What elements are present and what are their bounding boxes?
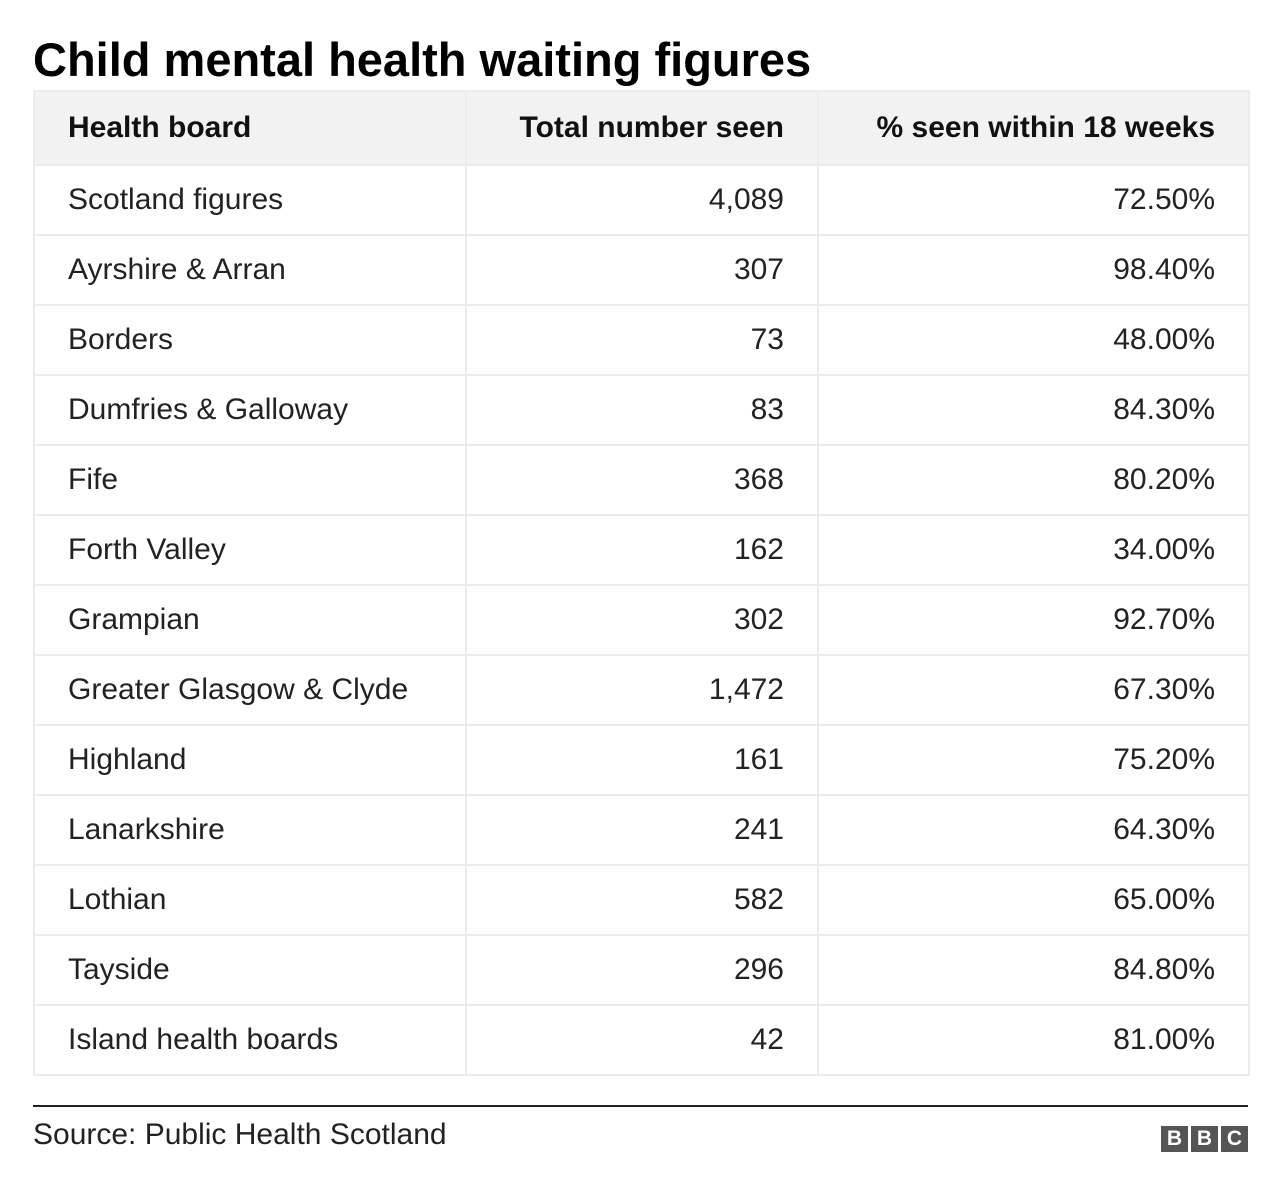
row-health-board-cell: Scotland figures [33,164,467,236]
row-total-seen-cell: 4,089 [465,164,819,236]
table-row: Dumfries & Galloway 83 84.30% [33,374,1250,446]
column-header-total-seen: Total number seen [465,90,819,166]
table-row: Ayrshire & Arran 307 98.40% [33,234,1250,306]
row-health-board-cell: Forth Valley [33,514,467,586]
column-header-percent-seen: % seen within 18 weeks [817,90,1250,166]
table-row: Fife 368 80.20% [33,444,1250,516]
row-health-board-cell: Tayside [33,934,467,1006]
row-total-seen-cell: 296 [465,934,819,1006]
row-health-board-cell: Greater Glasgow & Clyde [33,654,467,726]
row-health-board-cell: Borders [33,304,467,376]
data-table: Health board Total number seen % seen wi… [33,90,1250,1076]
table-row: Scotland figures 4,089 72.50% [33,164,1250,236]
table-row: Highland 161 75.20% [33,724,1250,796]
row-total-seen-cell: 73 [465,304,819,376]
row-percent-seen-cell: 64.30% [817,794,1250,866]
chart-title: Child mental health waiting figures [33,33,812,86]
row-total-seen-cell: 161 [465,724,819,796]
table-row: Tayside 296 84.80% [33,934,1250,1006]
row-health-board-cell: Ayrshire & Arran [33,234,467,306]
row-percent-seen-cell: 84.30% [817,374,1250,446]
row-percent-seen-cell: 75.20% [817,724,1250,796]
row-percent-seen-cell: 92.70% [817,584,1250,656]
row-total-seen-cell: 241 [465,794,819,866]
logo-letter: B [1191,1126,1218,1152]
table-row: Lanarkshire 241 64.30% [33,794,1250,866]
row-total-seen-cell: 1,472 [465,654,819,726]
chart-container: Child mental health waiting figures Heal… [33,30,1250,1152]
table-row: Lothian 582 65.00% [33,864,1250,936]
row-health-board-cell: Grampian [33,584,467,656]
source-note: Source: Public Health Scotland [33,1118,447,1151]
bbc-logo: B B C [1161,1126,1248,1152]
row-percent-seen-cell: 34.00% [817,514,1250,586]
row-total-seen-cell: 582 [465,864,819,936]
table-row: Forth Valley 162 34.00% [33,514,1250,586]
row-total-seen-cell: 42 [465,1004,819,1076]
logo-letter: B [1161,1126,1188,1152]
row-percent-seen-cell: 81.00% [817,1004,1250,1076]
row-health-board-cell: Fife [33,444,467,516]
row-total-seen-cell: 162 [465,514,819,586]
row-total-seen-cell: 307 [465,234,819,306]
row-health-board-cell: Lothian [33,864,467,936]
logo-letter: C [1221,1126,1248,1152]
table-row: Island health boards 42 81.00% [33,1004,1250,1076]
row-percent-seen-cell: 67.30% [817,654,1250,726]
table-body: Scotland figures 4,089 72.50% Ayrshire & Ar… [33,164,1250,1076]
row-total-seen-cell: 83 [465,374,819,446]
row-total-seen-cell: 302 [465,584,819,656]
table-row: Greater Glasgow & Clyde 1,472 67.30% [33,654,1250,726]
table-row: Borders 73 48.00% [33,304,1250,376]
row-health-board-cell: Lanarkshire [33,794,467,866]
row-percent-seen-cell: 48.00% [817,304,1250,376]
row-percent-seen-cell: 65.00% [817,864,1250,936]
footer-divider [33,1105,1248,1107]
row-total-seen-cell: 368 [465,444,819,516]
row-percent-seen-cell: 84.80% [817,934,1250,1006]
row-percent-seen-cell: 98.40% [817,234,1250,306]
row-health-board-cell: Dumfries & Galloway [33,374,467,446]
table-row: Grampian 302 92.70% [33,584,1250,656]
row-health-board-cell: Island health boards [33,1004,467,1076]
row-percent-seen-cell: 80.20% [817,444,1250,516]
row-percent-seen-cell: 72.50% [817,164,1250,236]
column-header-health-board: Health board [33,90,467,166]
table-header-row: Health board Total number seen % seen wi… [33,90,1250,166]
row-health-board-cell: Highland [33,724,467,796]
